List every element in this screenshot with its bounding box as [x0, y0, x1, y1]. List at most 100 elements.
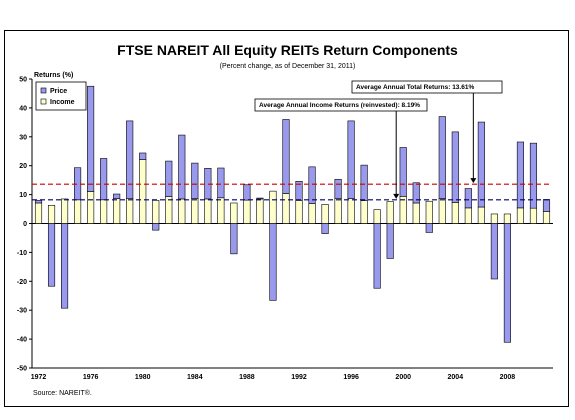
- price-bar: [399, 147, 407, 197]
- price-bar: [490, 223, 498, 280]
- income-return-annotation-arrow-head: [393, 193, 400, 199]
- income-bar: [386, 201, 394, 224]
- income-bar: [152, 200, 160, 224]
- income-bar: [165, 196, 173, 224]
- income-bar: [438, 198, 446, 224]
- chart-title: FTSE NAREIT All Equity REITs Return Comp…: [117, 42, 458, 58]
- y-tick-label: 50: [19, 77, 27, 84]
- income-return-annotation-box: [254, 98, 428, 112]
- price-bar: [100, 158, 108, 201]
- income-bar: [529, 207, 538, 224]
- y-tick-label: -10: [17, 250, 27, 257]
- income-bar: [282, 193, 290, 224]
- income-bar: [360, 200, 368, 224]
- income-bar: [100, 199, 108, 224]
- y-tick-label: -30: [17, 308, 27, 315]
- income-bar: [334, 198, 342, 224]
- y-tick-label: 40: [19, 105, 27, 112]
- chart-subtitle: (Percent change, as of December 31, 2011…: [219, 63, 356, 70]
- y-tick-label: 20: [19, 163, 27, 170]
- income-bar: [451, 202, 459, 224]
- price-bar: [47, 223, 56, 287]
- income-bar: [204, 198, 212, 224]
- income-bar: [412, 202, 420, 224]
- x-tick-label: 2004: [448, 374, 464, 381]
- price-bar: [334, 178, 342, 199]
- y-axis-label: Returns (%): [34, 72, 74, 79]
- price-bar: [516, 141, 524, 209]
- y-tick-label: -50: [17, 366, 27, 373]
- price-bar: [34, 200, 43, 204]
- legend-price-label: Price: [50, 88, 67, 95]
- y-tick-label: -40: [17, 337, 27, 344]
- y-tick-label: -20: [17, 279, 27, 286]
- price-bar: [230, 223, 238, 255]
- y-tick-label: 10: [19, 192, 27, 199]
- price-bar: [412, 182, 420, 204]
- income-bar: [490, 213, 498, 224]
- total-return-annotation-arrow-head: [470, 178, 477, 184]
- price-bar: [438, 116, 446, 199]
- income-bar: [373, 209, 381, 224]
- income-bar: [503, 213, 511, 224]
- income-bar: [477, 206, 485, 224]
- income-bar: [139, 159, 147, 224]
- price-bar: [178, 134, 186, 200]
- x-tick-label: 2008: [500, 374, 516, 381]
- income-bar: [464, 207, 472, 224]
- total-return-annotation-box: [351, 80, 503, 94]
- price-bar: [152, 223, 160, 231]
- total-return-annotation-label: Average Annual Total Returns: 13.61%: [356, 84, 474, 91]
- income-bar: [230, 202, 238, 224]
- price-bar: [61, 223, 69, 309]
- price-bar: [256, 197, 264, 200]
- price-bar: [464, 188, 472, 209]
- price-bar: [529, 142, 538, 209]
- income-bar: [191, 198, 199, 224]
- income-bar: [269, 190, 277, 224]
- income-bar: [74, 199, 82, 224]
- income-bar: [61, 198, 69, 224]
- price-bar: [347, 120, 355, 199]
- price-bar: [360, 164, 368, 201]
- price-bar: [386, 223, 394, 259]
- income-bar: [217, 197, 225, 224]
- x-tick-label: 1996: [343, 374, 359, 381]
- price-bar: [87, 85, 95, 192]
- income-bar: [542, 211, 551, 224]
- income-bar: [87, 191, 95, 224]
- price-bar: [477, 121, 485, 208]
- income-bar: [256, 198, 264, 224]
- x-tick-label: 1976: [83, 374, 99, 381]
- price-bar: [542, 199, 551, 212]
- x-tick-label: 1992: [291, 374, 307, 381]
- income-bar: [425, 200, 433, 224]
- price-bar: [425, 223, 433, 233]
- income-bar: [126, 198, 134, 224]
- price-bar: [321, 223, 329, 234]
- income-bar: [34, 202, 43, 224]
- legend-income-label: Income: [50, 99, 75, 106]
- legend-income-swatch: [40, 98, 47, 105]
- income-bar: [113, 198, 121, 224]
- x-tick-label: 1988: [239, 374, 255, 381]
- income-bar: [243, 199, 251, 224]
- x-tick-label: 1972: [31, 374, 47, 381]
- income-bar: [178, 198, 186, 224]
- price-bar: [139, 152, 147, 160]
- price-bar: [373, 223, 381, 289]
- income-bar: [321, 204, 329, 224]
- price-bar: [243, 184, 251, 201]
- price-bar: [269, 223, 277, 301]
- income-bar: [47, 204, 56, 224]
- price-bar: [217, 167, 225, 199]
- price-bar: [113, 193, 121, 199]
- y-tick-label: 0: [23, 221, 27, 228]
- price-bar: [282, 119, 290, 194]
- price-bar: [126, 120, 134, 199]
- price-bar: [165, 160, 173, 197]
- income-bar: [308, 203, 316, 224]
- income-bar: [295, 200, 303, 224]
- income-return-annotation-label: Average Annual Income Returns (reinveste…: [259, 102, 420, 109]
